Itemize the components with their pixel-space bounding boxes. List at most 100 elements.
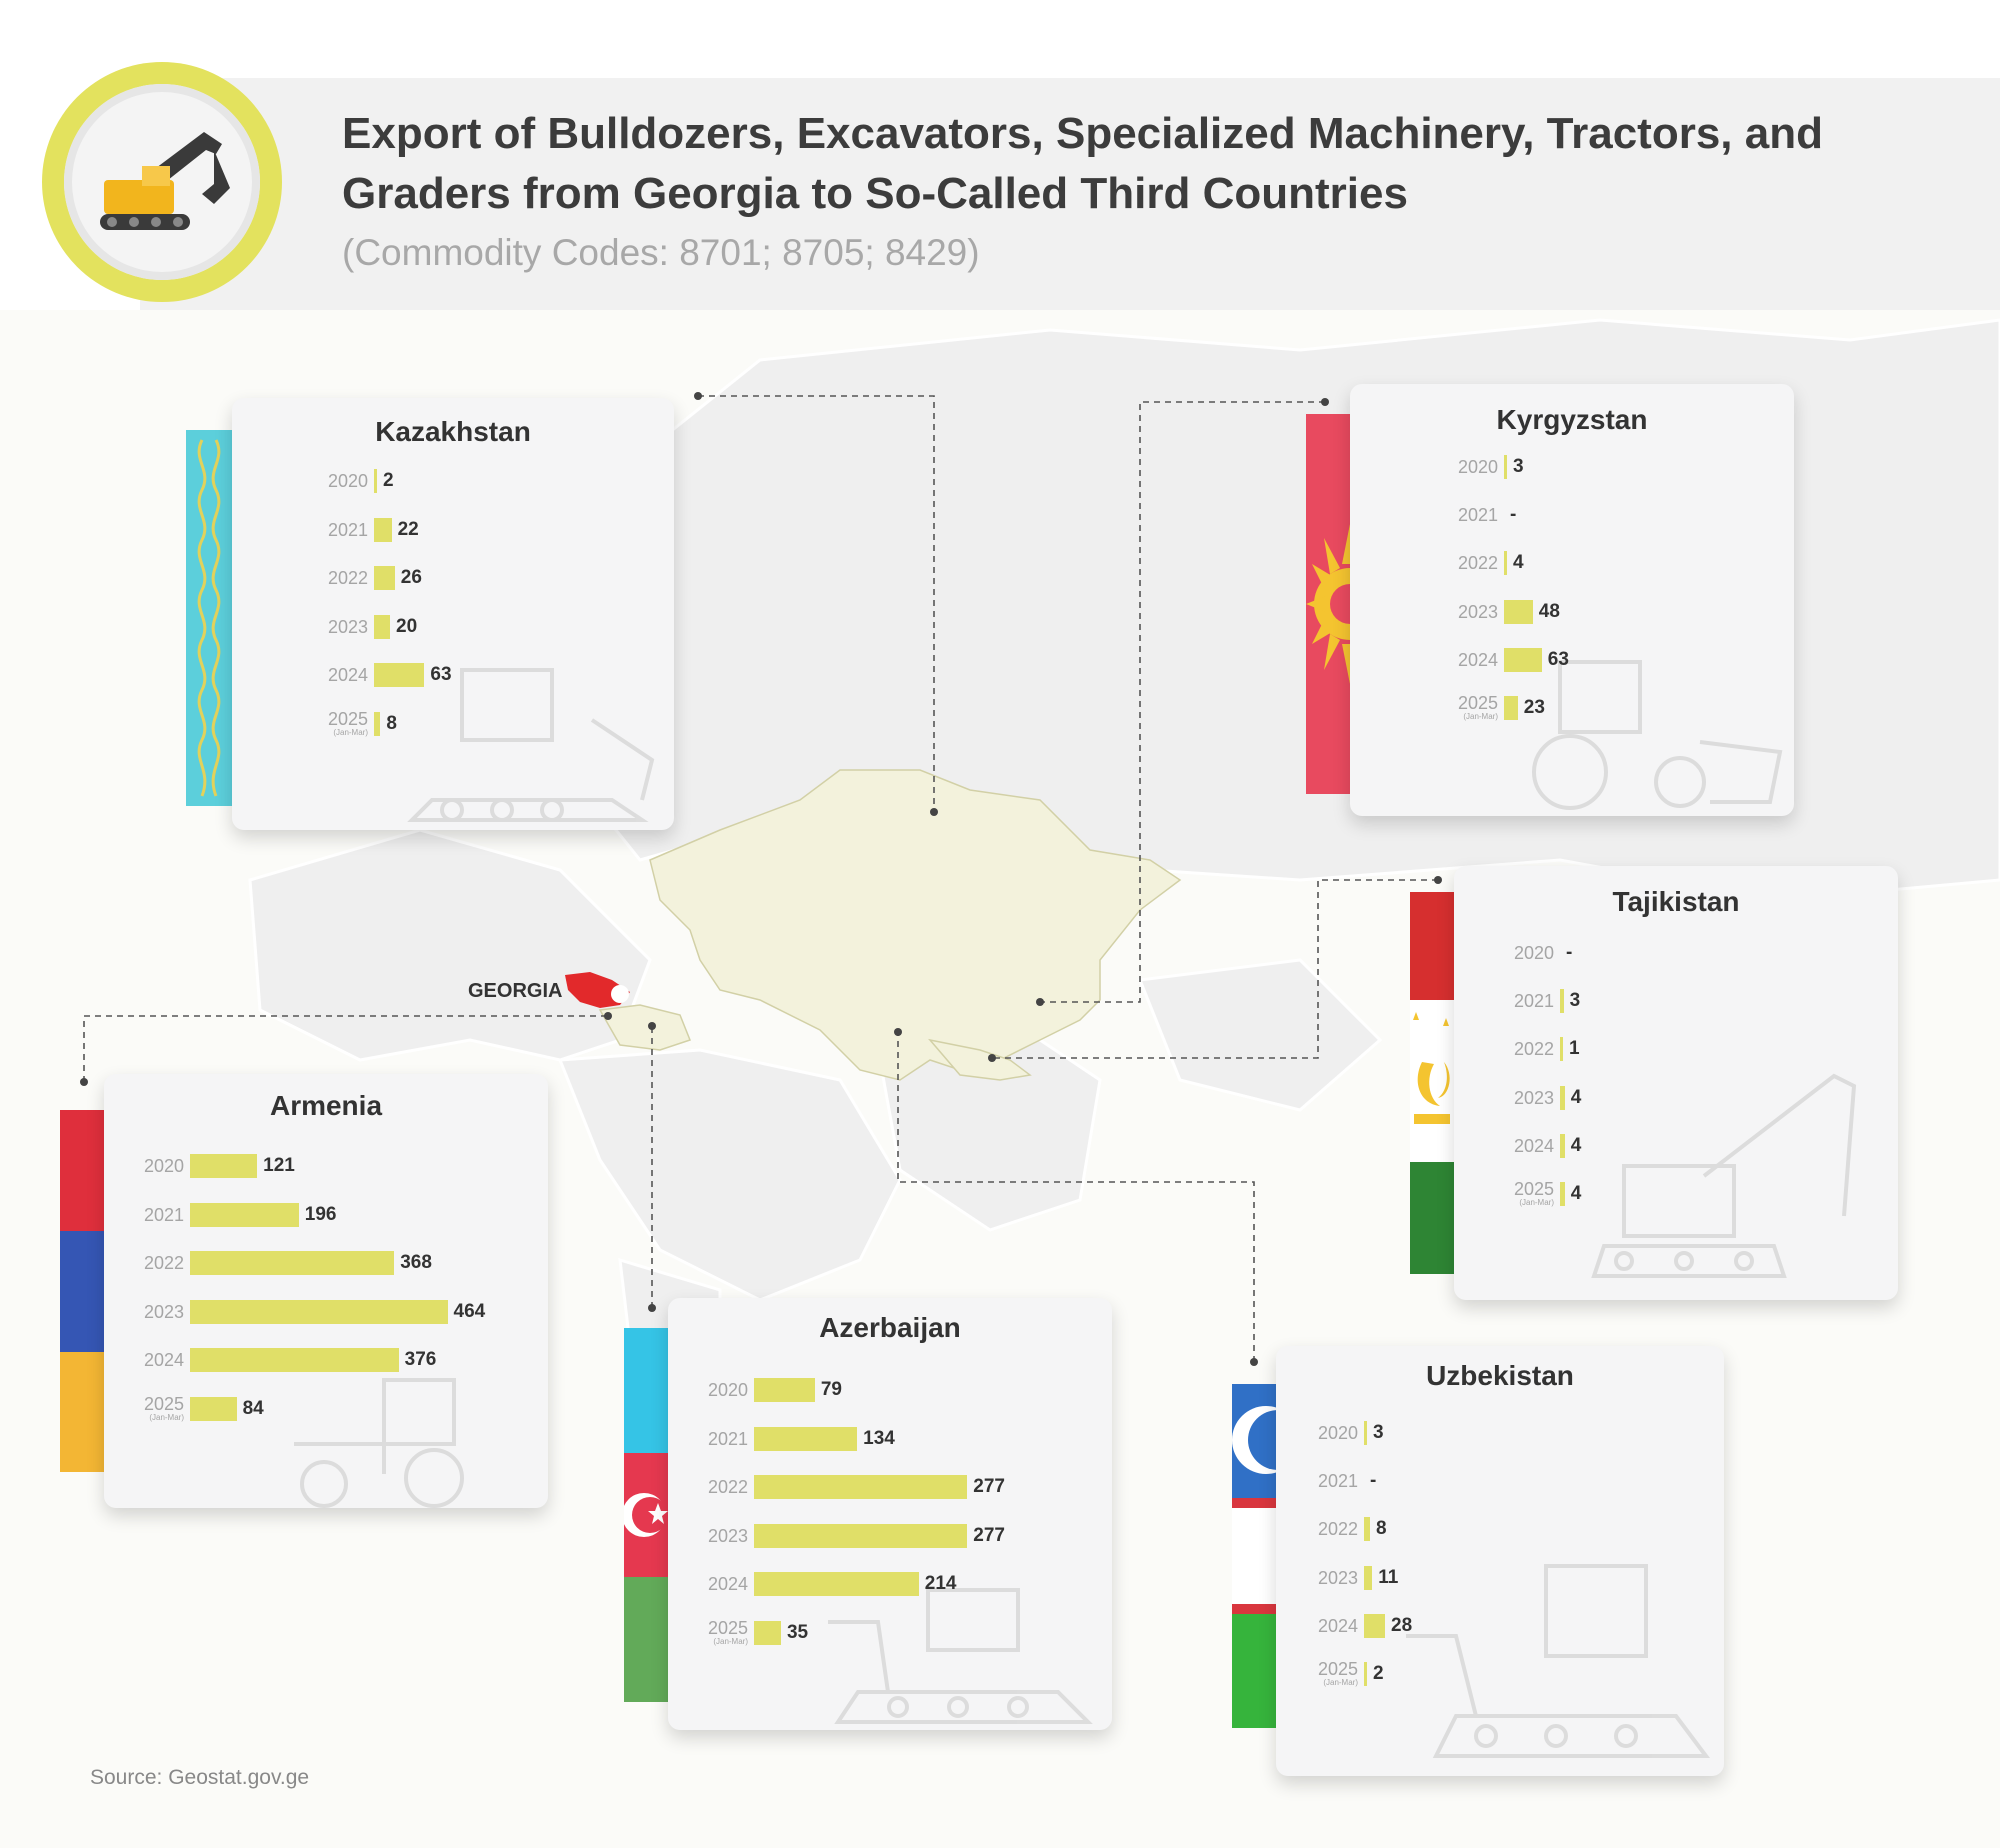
value-label: 3 (1513, 456, 1524, 477)
page-title: Export of Bulldozers, Excavators, Specia… (342, 109, 1823, 218)
bar-2025 (754, 1621, 781, 1645)
year-label: 2022 (308, 563, 368, 593)
value-label: 1 (1569, 1038, 1580, 1060)
bar-row-2020: 2020 3 (1276, 1418, 1724, 1448)
bar-row-2022: 2022 4 (1350, 548, 1794, 578)
value-label: 214 (924, 1573, 957, 1595)
year-text: 2022 (327, 568, 368, 588)
year-text: 2022 (1513, 1039, 1554, 1060)
year-text: 2025 (327, 708, 368, 729)
bar-2024 (190, 1348, 399, 1373)
year-label: 2023 (688, 1521, 748, 1551)
bar-row-2021: 2021- (1276, 1466, 1724, 1496)
value-label: 22 (397, 518, 419, 540)
year-label: 2025 (Jan-Mar) (308, 708, 368, 737)
value-label: 464 (453, 1300, 486, 1322)
year-text: 2022 (1457, 553, 1498, 574)
year-label: 2023 (1494, 1083, 1554, 1113)
year-label: 2024 (688, 1569, 748, 1599)
year-text: 2025 (707, 1618, 748, 1638)
value-label: 84 (242, 1398, 264, 1419)
year-text: 2020 (707, 1380, 748, 1400)
bar-row-2023: 2023 4 (1454, 1083, 1898, 1113)
year-text: 2025 (1513, 1179, 1554, 1199)
panel-title: Kyrgyzstan (1496, 404, 1648, 435)
year-label: 2020 (1438, 452, 1498, 482)
bar-2020 (1504, 455, 1507, 479)
bar-2025 (374, 711, 381, 736)
year-label: 2023 (124, 1297, 184, 1327)
value-label: 368 (400, 1252, 432, 1274)
central-asia-region (649, 769, 1182, 1081)
flag-kyrgyzstan (1306, 414, 1350, 794)
flag-tajikistan (1410, 892, 1454, 1274)
panel-title: Azerbaijan (819, 1312, 961, 1343)
year-label: 2020 (688, 1375, 748, 1405)
bar-row-2025: 2025 (Jan-Mar) 2 (1276, 1659, 1724, 1689)
bar-2021 (1560, 989, 1564, 1014)
bar-row-2020: 2020 2 (232, 466, 674, 496)
year-label: 2025 (Jan-Mar) (1438, 693, 1498, 721)
value-label: - (1510, 504, 1517, 526)
value-label: 3 (1569, 990, 1581, 1012)
bar-2023 (1560, 1085, 1565, 1110)
panel-armenia: Armenia 2020 121 2021 196 2022 368 2023 464 2024… (104, 1074, 548, 1508)
value-label: 63 (430, 664, 452, 685)
year-label: 2020 (308, 466, 368, 496)
bulldozer-watermark-icon-2 (828, 1588, 1093, 1724)
bar-row-2025: 2025 (Jan-Mar) 8 (232, 709, 674, 739)
year-note: (Jan-Mar) (149, 1413, 184, 1422)
year-text: 2024 (1317, 1615, 1358, 1636)
bar-row-2023: 2023 20 (232, 612, 674, 642)
bar-row-2020: 2020 3 (1350, 452, 1794, 482)
value-label: 8 (1376, 1518, 1387, 1540)
year-text: 2022 (707, 1477, 748, 1498)
bar-2021 (754, 1426, 858, 1451)
bar-row-2024: 2024 63 (1350, 645, 1794, 675)
value-label: 28 (1391, 1614, 1413, 1636)
year-text: 2022 (143, 1253, 184, 1274)
bar-2022 (1504, 551, 1507, 576)
bar-row-2023: 2023 48 (1350, 597, 1794, 627)
year-label: 2024 (1438, 645, 1498, 675)
year-text: 2021 (1513, 991, 1554, 1012)
bar-row-2022: 2022 8 (1276, 1514, 1724, 1544)
value-label: 26 (400, 567, 422, 588)
bar-2022 (1364, 1517, 1370, 1542)
loader-watermark-icon (294, 1378, 464, 1508)
page-subtitle: (Commodity Codes: 8701; 8705; 8429) (342, 232, 980, 273)
year-label: 2025 (Jan-Mar) (1494, 1179, 1554, 1207)
bar-row-2024: 2024 4 (1454, 1131, 1898, 1161)
header-band (140, 78, 2000, 310)
bar-2021 (374, 517, 392, 542)
value-label: 79 (820, 1379, 842, 1400)
bar-row-2025: 2025 (Jan-Mar) 84 (104, 1394, 548, 1424)
panel-title: Tajikistan (1612, 886, 1740, 917)
bar-2020 (374, 469, 377, 493)
year-label: 2021 (1494, 986, 1554, 1016)
value-label: 4 (1513, 552, 1524, 574)
bar-row-2024: 2024 214 (668, 1569, 1112, 1599)
bar-2024 (374, 663, 425, 687)
year-text: 2021 (707, 1428, 748, 1449)
value-label: 376 (404, 1349, 437, 1371)
year-text: 2020 (1513, 943, 1554, 963)
bar-row-2025: 2025 (Jan-Mar) 4 (1454, 1179, 1898, 1209)
year-label: 2025 (Jan-Mar) (1298, 1659, 1358, 1687)
value-label: 4 (1570, 1183, 1582, 1204)
bar-2023 (374, 614, 390, 639)
bar-row-2021: 2021 134 (668, 1424, 1112, 1454)
year-label: 2021 (308, 515, 368, 545)
bar-row-2022: 2022 277 (668, 1472, 1112, 1502)
bar-2022 (1560, 1037, 1563, 1062)
bar-2022 (374, 566, 395, 590)
bar-row-2023: 2023 464 (104, 1297, 548, 1327)
year-label: 2020 (1298, 1418, 1358, 1448)
year-label: 2021 (688, 1424, 748, 1454)
source-note: Source: Geostat.gov.ge (90, 1766, 310, 1789)
panel-azerbaijan: Azerbaijan 2020 79 2021 134 2022 277 2023 277 20… (668, 1298, 1112, 1730)
flag-uzbekistan (1232, 1384, 1276, 1728)
bar-2025 (1560, 1182, 1565, 1206)
value-label: 277 (973, 1476, 1005, 1498)
flag-azerbaijan (624, 1328, 668, 1702)
